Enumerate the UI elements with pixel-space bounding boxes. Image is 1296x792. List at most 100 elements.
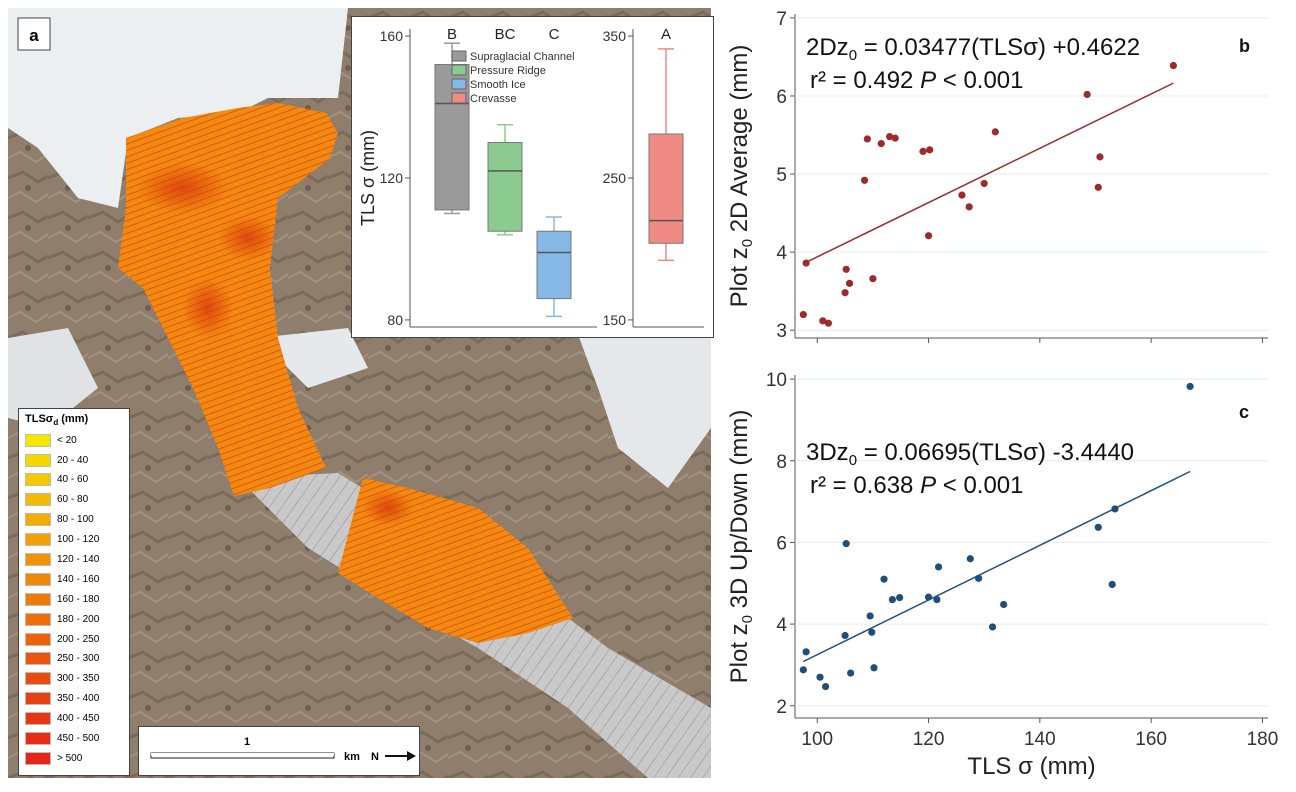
map-legend: TLSσd (mm) < 20 20 - 40 40 - 60 60 - 80 80 -… (18, 408, 130, 776)
snow-field (8, 328, 98, 428)
y-tick-label: 2 (776, 697, 787, 718)
legend-item-label: > 500 (57, 752, 83, 764)
legend-item-label: 80 - 100 (57, 514, 94, 526)
data-point (926, 146, 934, 154)
p-label: P (920, 472, 936, 499)
inset-boxplot-panel: 80 120 160 150 250 350 TLS σ (mm) B BC C A Supragla… (351, 16, 714, 338)
scale-bar-label: 1 (244, 736, 250, 748)
equation-part: 2Dz (806, 34, 849, 61)
legend-item: 100 - 120 (25, 530, 123, 550)
map-panel: a TLSσd (mm) < 20 20 - 40 40 - 60 60 - 80 80… (8, 8, 714, 778)
legend-item-label: 20 - 40 (57, 454, 89, 466)
legend-swatch (25, 572, 51, 586)
box-crevasse: A (648, 26, 684, 262)
legend-item: 120 - 140 (25, 550, 123, 570)
legend-swatch (25, 712, 51, 726)
right-tick-label: 250 (603, 170, 627, 186)
box-body (536, 230, 572, 300)
legend-item: 180 - 200 (25, 609, 123, 629)
inset-legend-label: Supraglacial Channel (470, 51, 575, 63)
inset-axes: 80 120 160 150 250 350 TLS σ (mm) (358, 28, 704, 328)
legend-item: 250 - 300 (25, 649, 123, 669)
legend-item-label: 250 - 300 (57, 653, 100, 665)
data-points (799, 382, 1194, 691)
x-tick-label: 120 (913, 729, 945, 750)
box-smooth-ice: C (536, 26, 572, 318)
y-axis-label-part: 2D Average (mm) (726, 45, 753, 239)
legend-item: 160 - 180 (25, 589, 123, 609)
legend-swatch (25, 612, 51, 626)
data-point (822, 682, 830, 691)
legend-item: 60 - 80 (25, 490, 123, 510)
panel-letter: b (1239, 36, 1250, 56)
y-axis-label-sub: 0 (739, 615, 756, 623)
data-point (869, 275, 877, 283)
significance-letter: B (447, 26, 457, 43)
equation-sub: 0 (849, 47, 857, 64)
data-point (896, 593, 904, 602)
x-tick-label: 100 (801, 729, 833, 750)
box-body (487, 142, 523, 232)
y-axis-label: Plot z0 2D Average (mm) (726, 45, 756, 308)
equation-part: 3Dz (806, 439, 849, 466)
legend-item-label: 400 - 450 (57, 713, 100, 725)
data-point (888, 595, 896, 604)
x-tick-label: 180 (1247, 729, 1279, 750)
legend-item-label: 60 - 80 (57, 494, 89, 506)
legend-swatch (25, 672, 51, 686)
data-point (866, 612, 874, 620)
y-tick-label: 5 (776, 165, 787, 186)
regression-stats: r² = 0.638 P < 0.001 (810, 472, 1024, 499)
legend-swatch (451, 50, 467, 62)
y-tick-label: 7 (776, 9, 787, 30)
y-tick-label: 4 (776, 615, 787, 636)
data-point (816, 673, 824, 681)
legend-item-label: < 20 (57, 434, 77, 446)
snow-field (258, 328, 368, 388)
snow-field (8, 8, 348, 208)
data-points (799, 61, 1177, 327)
p-value: < 0.001 (936, 67, 1023, 94)
legend-item-label: 140 - 160 (57, 573, 100, 585)
inset-legend: Supraglacial Channel Pressure Ridge Smooth… (451, 50, 575, 105)
data-point (842, 540, 850, 548)
data-point (802, 648, 810, 656)
legend-swatch (25, 493, 51, 507)
scale-bar-unit: km (344, 751, 360, 763)
data-point (877, 140, 885, 148)
data-point (891, 134, 899, 142)
legend-swatch (25, 751, 51, 765)
legend-swatch (25, 513, 51, 527)
data-point (842, 265, 850, 273)
legend-swatch (451, 92, 467, 104)
legend-item-label: 350 - 400 (57, 693, 100, 705)
data-point (1186, 382, 1194, 391)
legend-item-label: 300 - 350 (57, 673, 100, 685)
legend-item: 400 - 450 (25, 709, 123, 729)
equation-part: = 0.06695(TLSσ) -3.4440 (857, 439, 1134, 466)
legend-item-label: 180 - 200 (57, 613, 100, 625)
stats-gap (913, 67, 920, 94)
r-squared: r² = 0.638 (810, 472, 913, 499)
significance-letter: C (549, 26, 560, 43)
y-axis-label-part: Plot z (726, 247, 753, 307)
y-tick-label: 3 (776, 321, 787, 342)
data-point (924, 593, 933, 601)
legend-swatch (25, 652, 51, 666)
significance-letter: A (661, 26, 671, 43)
data-point (868, 628, 876, 636)
data-point (1096, 153, 1104, 161)
legend-item: < 20 (25, 430, 123, 450)
data-point (1000, 600, 1008, 609)
y-tick-label: 10 (766, 370, 787, 391)
legend-title-unit: (mm) (58, 413, 89, 425)
data-point (799, 666, 807, 674)
y-axis-label-part: 3D Up/Down (mm) (726, 410, 753, 615)
legend-item: 20 - 40 (25, 450, 123, 470)
legend-swatch (25, 731, 51, 745)
regression-line (803, 470, 1191, 663)
regression-equation: 2Dz0 = 0.03477(TLSσ) +0.4622 (806, 34, 1140, 64)
